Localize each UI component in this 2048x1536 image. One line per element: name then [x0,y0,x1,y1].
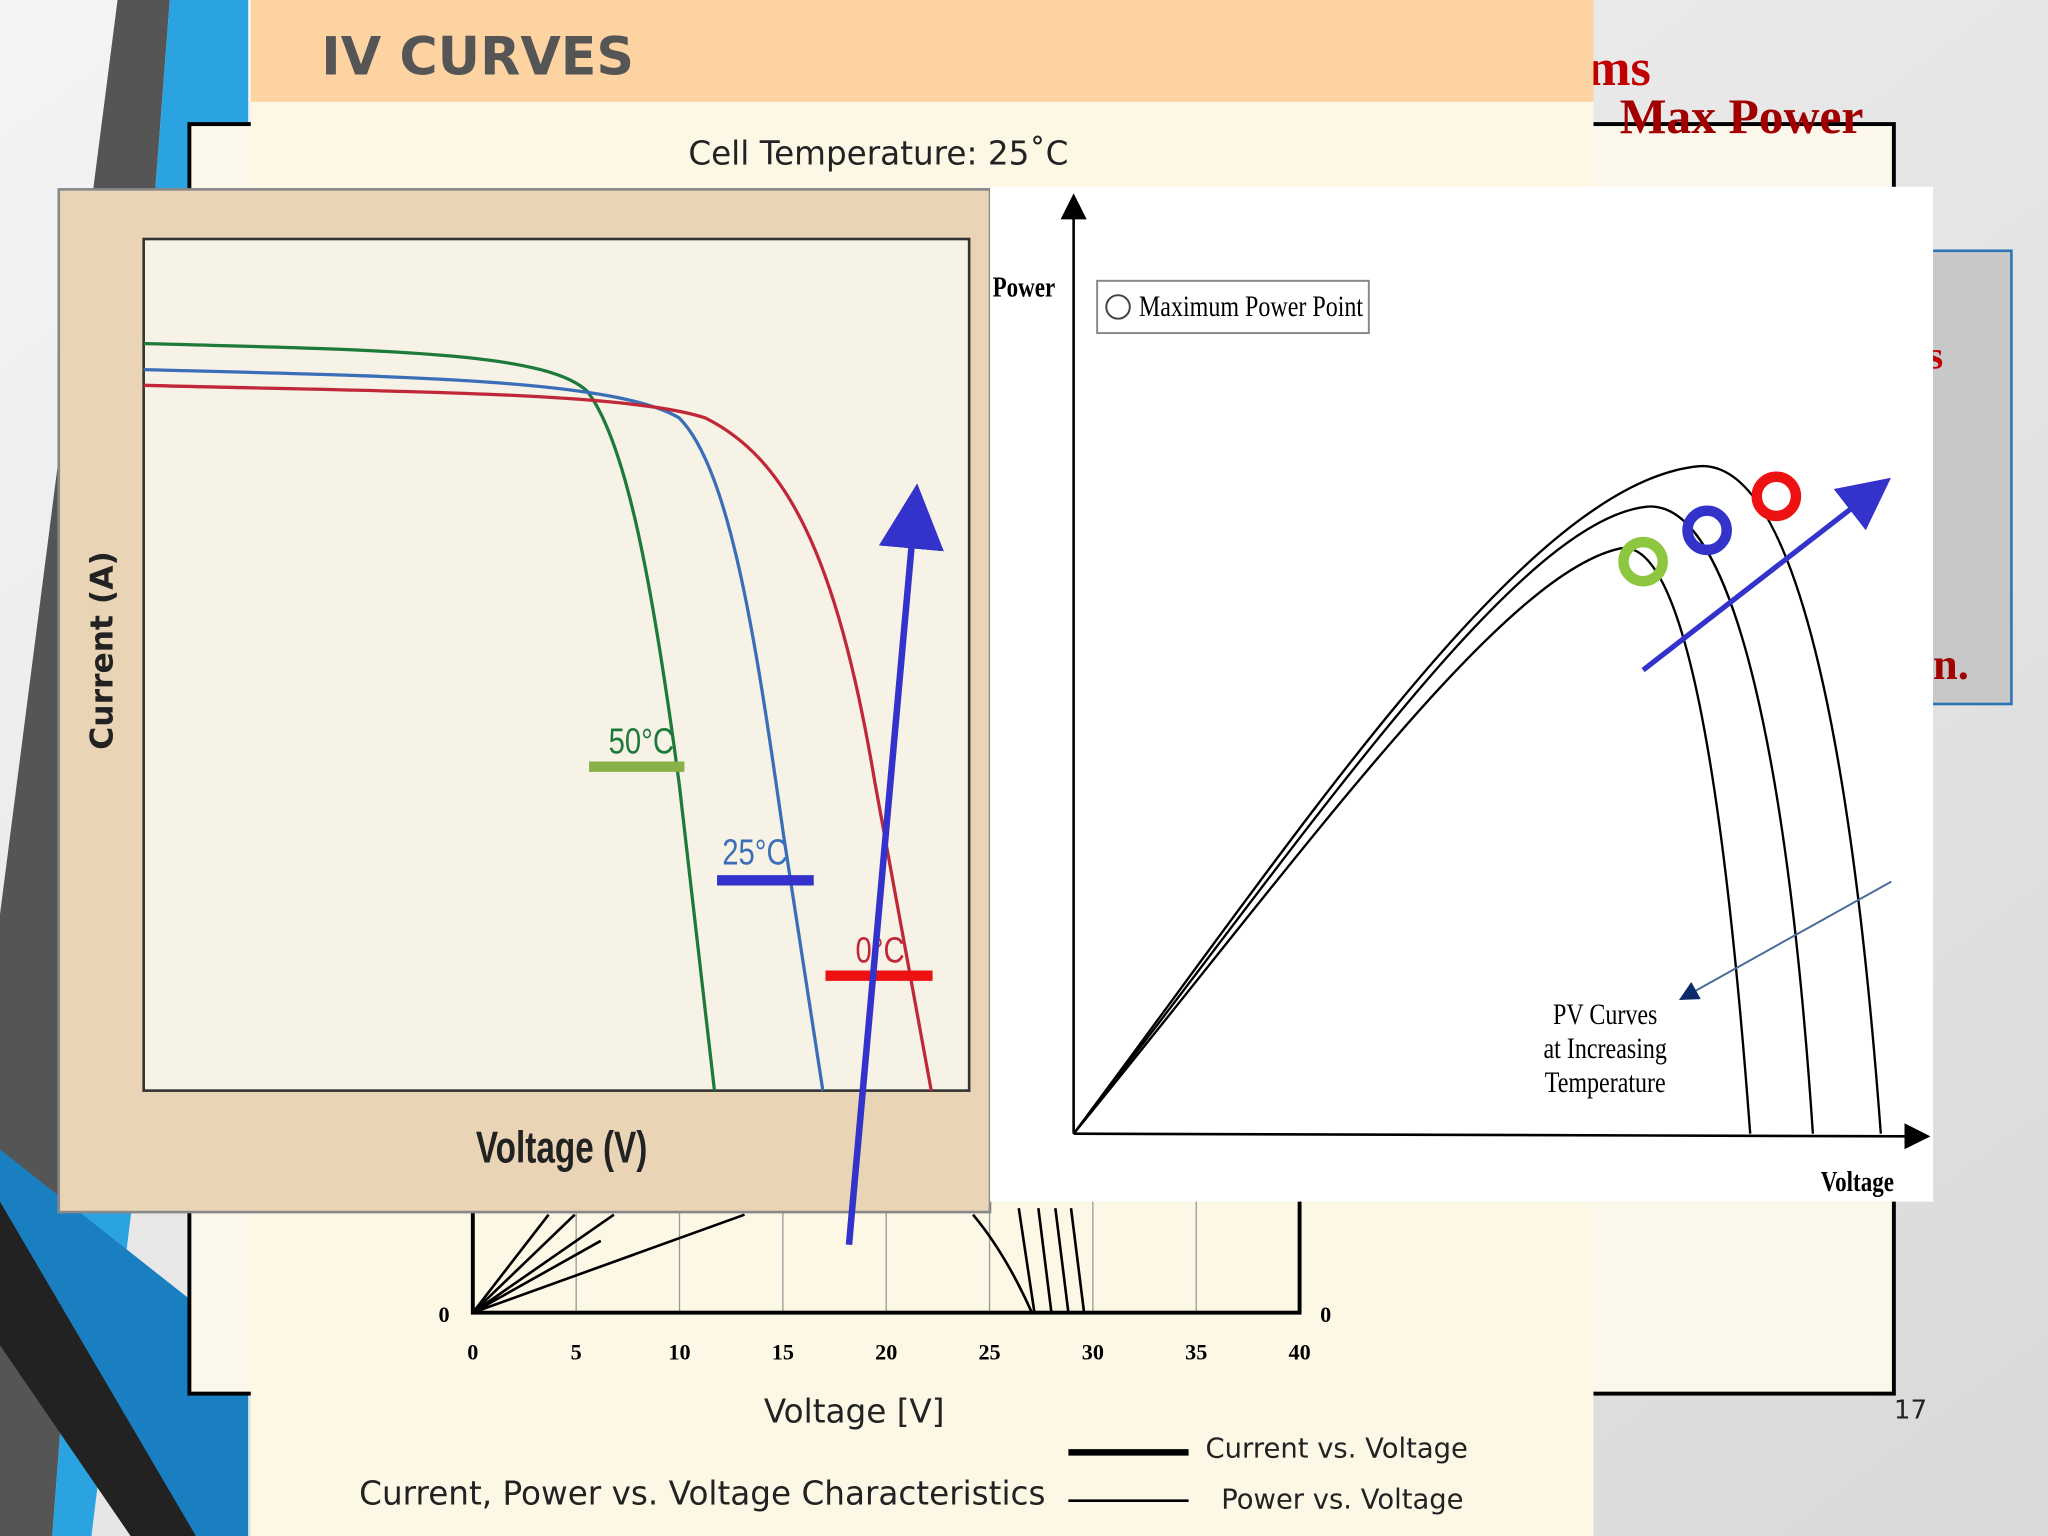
slide-number: 17 [1894,1395,1927,1425]
iv-image: 50°C 25°C 0°C Current (A) Voltage (V) [57,188,992,1246]
behind-text: n. [1933,639,1969,689]
x-tick-label: 0 [467,1340,478,1365]
x-tick-label: 30 [1082,1340,1104,1365]
x-tick-label: 40 [1288,1340,1310,1365]
annotation: at Increasing [1544,1031,1668,1064]
x-tick-label: 5 [571,1340,582,1365]
legend-entry: Current vs. Voltage [1206,1434,1468,1465]
axis-label: 0 [1320,1302,1331,1327]
behind-title: ms [1587,39,1651,97]
behind-heading: Max Power [1620,89,1864,144]
annotation: PV Curves [1553,997,1657,1030]
temp-label: 25°C [722,833,787,874]
legend-entry: Maximum Power Point [1139,290,1364,323]
temp-label: 50°C [609,722,674,763]
behind-box [1918,249,2013,706]
image-subtitle: Cell Temperature: 25˚C [688,135,1068,173]
x-tick-label: 10 [668,1340,690,1365]
axis-label: 0 [439,1302,450,1327]
pv-image: Power Maximum Power Point PV Curves at I… [990,186,1934,1202]
axis-title: Voltage [V] [764,1392,945,1430]
axis-title: Voltage (V) [476,1123,647,1173]
axis-title: Current (A) [84,551,120,750]
caption: Current, Power vs. Voltage Characteristi… [359,1475,1045,1513]
axis-title: Power [993,271,1056,303]
legend-entry: Power vs. Voltage [1221,1485,1463,1516]
axis-title: Voltage [1821,1166,1894,1198]
x-tick-label: 25 [978,1340,1000,1365]
x-tick-label: 15 [772,1340,794,1365]
image-title: IV CURVES [321,27,634,87]
temp-label: 0°C [856,931,905,972]
x-tick-label: 20 [875,1340,897,1365]
annotation: Temperature [1545,1065,1666,1098]
x-tick-label: 35 [1185,1340,1207,1365]
